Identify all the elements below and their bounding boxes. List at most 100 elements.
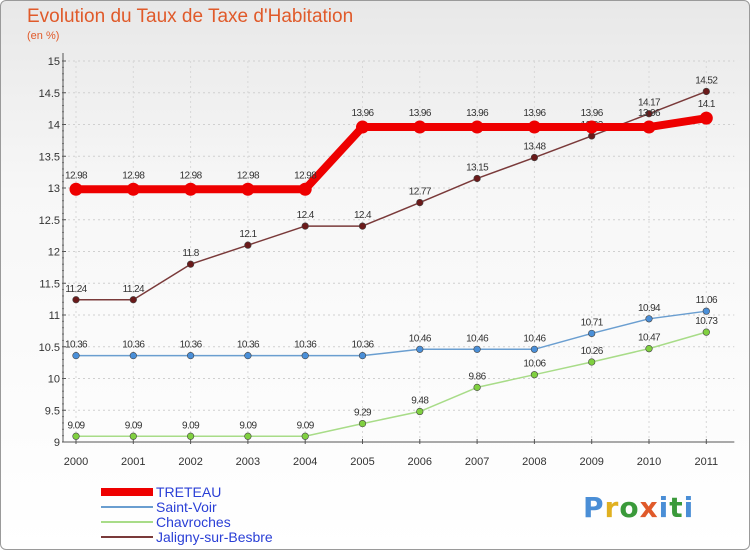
y-tick-label: 9 [54, 437, 60, 449]
data-point-treteau [241, 182, 255, 196]
data-point-chavroches [187, 432, 195, 440]
y-tick-label: 13.5 [39, 151, 60, 163]
y-tick-label: 9.5 [45, 405, 60, 417]
data-label-jaligny-sur-besbre: 12.4 [297, 210, 315, 221]
data-label-chavroches: 10.73 [695, 316, 718, 327]
data-point-jaligny-sur-besbre [702, 87, 710, 96]
data-point-saint-voir [588, 329, 596, 338]
data-label-chavroches: 9.48 [411, 396, 429, 407]
data-label-saint-voir: 10.46 [523, 333, 546, 344]
x-tick-label: 2006 [408, 456, 432, 468]
legend-label: Jaligny-sur-Besbre [156, 529, 273, 545]
data-label-jaligny-sur-besbre: 13.48 [523, 142, 546, 153]
x-tick-label: 2002 [178, 456, 202, 468]
data-point-treteau [356, 120, 369, 134]
data-label-treteau: 13.96 [351, 108, 374, 119]
y-tick-label: 11 [49, 310, 60, 322]
y-tick-label: 14 [48, 120, 60, 132]
data-label-saint-voir: 10.36 [65, 340, 88, 351]
data-label-saint-voir: 10.36 [351, 340, 374, 351]
data-point-jaligny-sur-besbre [187, 260, 195, 268]
data-label-saint-voir: 10.36 [237, 340, 260, 351]
logo-letter: r [604, 491, 620, 524]
data-label-chavroches: 9.09 [239, 420, 257, 431]
data-point-treteau [470, 120, 484, 134]
logo-letter: x [639, 491, 659, 524]
data-label-chavroches: 10.47 [638, 333, 661, 344]
data-point-chavroches [416, 407, 424, 416]
data-point-jaligny-sur-besbre [530, 153, 539, 162]
data-point-treteau [413, 120, 427, 134]
data-label-treteau: 12.98 [65, 170, 88, 181]
data-label-jaligny-sur-besbre: 12.77 [409, 187, 432, 198]
legend-swatch [101, 506, 153, 508]
legend-label: Saint-Voir [156, 499, 217, 515]
data-label-saint-voir: 10.36 [122, 340, 145, 351]
legend-swatch [101, 536, 153, 538]
data-label-saint-voir: 10.94 [638, 303, 661, 314]
data-label-jaligny-sur-besbre: 12.4 [354, 210, 372, 221]
data-point-jaligny-sur-besbre [72, 296, 80, 304]
data-point-saint-voir [129, 352, 137, 360]
data-label-saint-voir: 10.36 [294, 340, 317, 351]
series-line-jaligny-sur-besbre [76, 90, 707, 301]
data-point-jaligny-sur-besbre [645, 110, 653, 118]
x-tick-label: 2011 [694, 456, 718, 468]
x-tick-label: 2003 [236, 456, 260, 468]
logo-letter: P [583, 491, 605, 524]
chart-subtitle: (en %) [27, 30, 60, 42]
data-label-jaligny-sur-besbre: 11.24 [65, 284, 87, 295]
data-point-saint-voir [244, 352, 252, 360]
x-tick-label: 2000 [64, 456, 88, 468]
data-label-saint-voir: 10.36 [180, 340, 203, 351]
data-label-treteau: 12.98 [180, 170, 203, 181]
data-point-treteau [527, 120, 541, 134]
data-point-saint-voir [702, 307, 710, 315]
data-point-saint-voir [645, 315, 653, 323]
series-treteau: 12.98 12.98 12.98 12.98 12.98 13.96 13.96 13.96… [65, 99, 716, 196]
data-point-jaligny-sur-besbre [588, 132, 596, 140]
data-label-treteau: 13.96 [409, 108, 432, 119]
data-point-treteau [642, 120, 656, 134]
data-label-jaligny-sur-besbre: 14.52 [695, 75, 718, 86]
data-label-treteau: 12.98 [294, 170, 317, 181]
data-label-saint-voir: 10.46 [466, 333, 489, 344]
data-point-chavroches [588, 358, 596, 366]
chart-title: Evolution du Taux de Taxe d'Habitation [27, 6, 354, 27]
logo-letter: t [669, 491, 684, 524]
x-tick-label: 2008 [522, 456, 546, 468]
data-point-saint-voir [301, 352, 309, 360]
data-label-chavroches: 9.09 [125, 420, 143, 431]
data-label-chavroches: 9.86 [469, 371, 487, 382]
legend-swatch [101, 488, 153, 496]
x-tick-label: 2009 [579, 456, 603, 468]
data-label-jaligny-sur-besbre: 13.15 [466, 162, 489, 173]
series-line-saint-voir [76, 310, 707, 357]
data-label-saint-voir: 10.71 [581, 317, 604, 328]
data-point-saint-voir [530, 345, 539, 353]
y-tick-label: 15 [48, 56, 60, 68]
data-point-chavroches [301, 432, 309, 440]
data-point-chavroches [530, 371, 539, 379]
data-point-jaligny-sur-besbre [358, 222, 367, 230]
series-jaligny-sur-besbre: 11.24 11.24 11.8 12.1 12.4 12.4 12.77 13.15 13.4… [65, 75, 719, 304]
data-label-chavroches: 10.26 [581, 346, 604, 357]
series-saint-voir: 10.36 10.36 10.36 10.36 10.36 10.36 10.46 10.46… [65, 295, 719, 360]
data-label-treteau: 14.1 [698, 99, 716, 110]
data-point-treteau [69, 182, 83, 196]
data-label-chavroches: 9.09 [67, 420, 85, 431]
legend-label: TRETEAU [156, 484, 222, 500]
series-chavroches: 9.09 9.09 9.09 9.09 9.09 9.29 9.48 9.86 10.06 10.… [67, 316, 719, 440]
data-label-treteau: 13.96 [638, 108, 661, 119]
data-point-treteau [585, 120, 599, 134]
y-tick-label: 12.5 [39, 215, 60, 227]
data-point-treteau [298, 182, 312, 196]
series-line-treteau [76, 114, 707, 194]
data-point-saint-voir [473, 345, 481, 353]
data-label-treteau: 12.98 [122, 170, 145, 181]
data-label-treteau: 13.96 [581, 108, 604, 119]
data-label-treteau: 13.96 [523, 108, 546, 119]
data-label-jaligny-sur-besbre: 14.17 [638, 98, 661, 109]
y-tick-label: 10 [48, 374, 60, 386]
